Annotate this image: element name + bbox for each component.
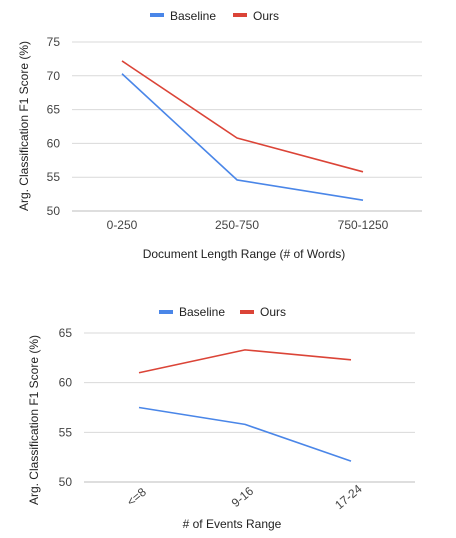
chart-1-legend: Baseline Ours (150, 9, 279, 23)
chart-1-y-axis-title: Arg. Classification F1 Score (%) (17, 41, 31, 211)
series-line-ours (121, 60, 364, 173)
legend-swatch-baseline (150, 13, 164, 17)
legend-label-ours: Ours (253, 9, 279, 23)
series-line-ours (138, 349, 352, 374)
chart-1-gridlines (72, 41, 422, 212)
legend-swatch-baseline (159, 310, 173, 314)
x-tick-label: <=8 (124, 485, 149, 509)
y-tick-label: 55 (59, 425, 73, 439)
chart-2-x-axis-title: # of Events Range (183, 517, 282, 531)
chart-1-x-axis-title: Document Length Range (# of Words) (143, 247, 346, 261)
x-tick-label: 250-750 (215, 218, 259, 232)
x-tick-label: 9-16 (229, 484, 257, 510)
chart-1-y-tick-labels: 50 55 60 65 70 75 (47, 35, 61, 218)
series-line-baseline (121, 73, 364, 201)
y-tick-label: 70 (47, 69, 61, 83)
y-tick-label: 75 (47, 35, 61, 49)
legend-label-baseline: Baseline (179, 305, 225, 319)
chart-2-y-tick-labels: 50 55 60 65 (59, 326, 73, 489)
chart-2-legend: Baseline Ours (159, 305, 286, 319)
chart-1-x-tick-labels: 0-250 250-750 750-1250 (107, 218, 389, 232)
chart-1-series (121, 60, 364, 201)
chart-2-y-axis-title: Arg. Classification F1 Score (%) (27, 335, 41, 505)
y-tick-label: 60 (47, 136, 61, 150)
chart-2-gridlines (84, 332, 415, 483)
legend-label-baseline: Baseline (170, 9, 216, 23)
chart-1: Baseline Ours 50 55 60 65 70 75 0-250 250-750 7… (17, 9, 422, 261)
legend-swatch-ours (240, 310, 254, 314)
y-tick-label: 55 (47, 170, 61, 184)
chart-2: Baseline Ours 50 55 60 65 <=8 9-16 17-24 Arg.… (27, 305, 415, 531)
y-tick-label: 50 (47, 204, 61, 218)
y-tick-label: 65 (59, 326, 73, 340)
y-tick-label: 65 (47, 103, 61, 117)
y-tick-label: 60 (59, 376, 73, 390)
series-line-baseline (138, 406, 352, 462)
x-tick-label: 0-250 (107, 218, 138, 232)
x-tick-label: 17-24 (332, 482, 365, 513)
chart-2-x-tick-labels: <=8 9-16 17-24 (124, 482, 365, 513)
y-tick-label: 50 (59, 475, 73, 489)
legend-swatch-ours (233, 13, 247, 17)
x-tick-label: 750-1250 (338, 218, 389, 232)
chart-2-series (138, 349, 352, 462)
legend-label-ours: Ours (260, 305, 286, 319)
